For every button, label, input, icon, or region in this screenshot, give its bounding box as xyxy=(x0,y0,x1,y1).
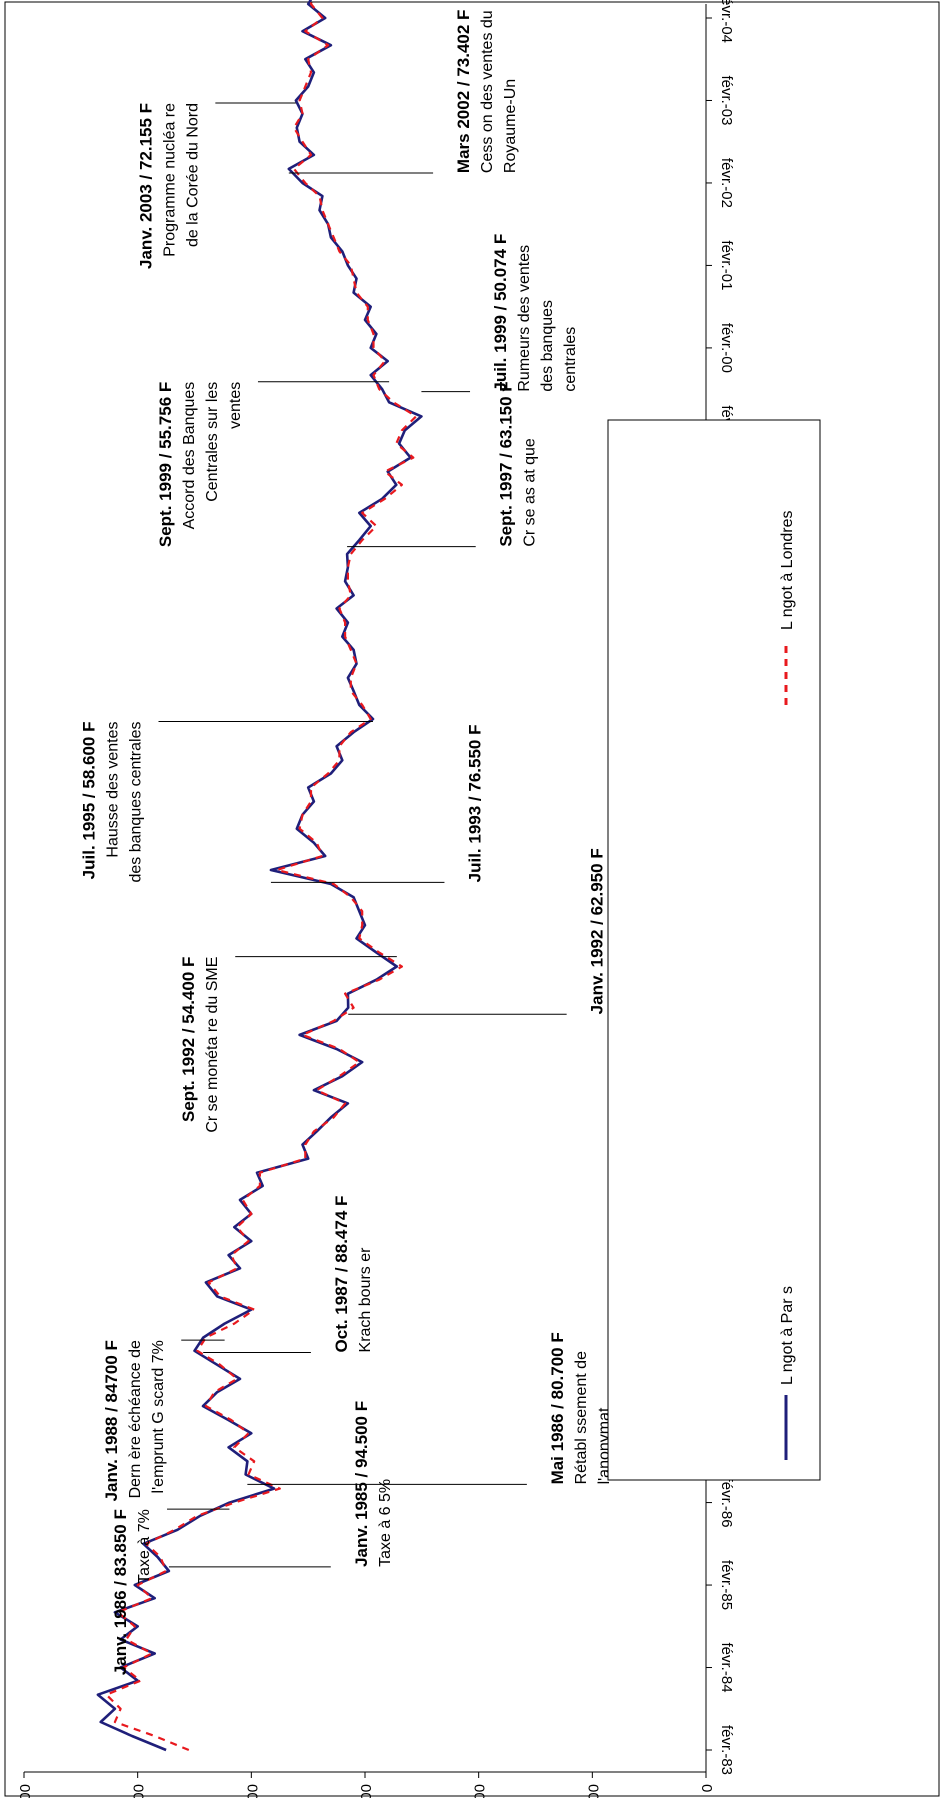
series-line-londres xyxy=(105,0,418,1752)
annotation-text: Programme nucléa re xyxy=(161,103,178,257)
annotation-text: Dern ère échéance de xyxy=(127,1340,144,1498)
annotation-text: Cr se as at que xyxy=(522,438,539,547)
annotation-text: des banques xyxy=(539,300,556,392)
annotation-text: l'emprunt G scard 7% xyxy=(150,1340,167,1493)
annotation-text: des banques centrales xyxy=(128,722,145,883)
annotation: Janv. 1986 / 83.850 F Taxe à 7% xyxy=(111,1508,230,1675)
annotation: Sept. 1999 / 55.756 F Accord des Banques C… xyxy=(156,381,390,547)
legend-label-londres: L ngot à Londres xyxy=(779,511,796,631)
annotation-text: Krach bours er xyxy=(357,1247,374,1353)
annotation-title: Sept. 1992 / 54.400 F xyxy=(179,957,198,1122)
time-tick-label: févr.-86 xyxy=(718,1478,735,1528)
annotation: Janv. 1985 / 94.500 F Taxe à 6 5% xyxy=(168,1401,394,1568)
value-tick-label: 120000 xyxy=(17,1784,34,1798)
annotation: Sept. 1992 / 54.400 F Cr se monéta re du … xyxy=(179,956,397,1133)
annotation: Mars 2002 / 73.402 F Cess on des ventes d… xyxy=(288,10,519,174)
time-tick-label: févr.-83 xyxy=(718,1725,735,1775)
legend-label-paris: L ngot à Par s xyxy=(779,1286,796,1385)
annotation-title: Juil. 1995 / 58.600 F xyxy=(80,722,99,880)
annotation: Sept. 1997 / 63.150 F Cr se as at que xyxy=(347,381,539,548)
annotation: Janv. 1988 / 84700 F Dern ère échéance de… xyxy=(102,1339,225,1501)
annotation-text: Taxe à 6 5% xyxy=(377,1479,394,1567)
annotation-title: Janv. 1985 / 94.500 F xyxy=(352,1401,371,1567)
annotation-title: Janv. 1986 / 83.850 F xyxy=(111,1509,130,1675)
value-tick-label: 0 xyxy=(699,1784,716,1792)
annotation-title: Janv. 1988 / 84700 F xyxy=(102,1340,121,1501)
value-axis-ticks: 0 20000 40000 60000 80000 100000 120000 xyxy=(17,1772,716,1798)
annotation-title: Janv. 2003 / 72.155 F xyxy=(136,103,155,269)
legend: L ngot à Par s L ngot à Londres xyxy=(607,419,821,1481)
annotation-title: Sept. 1997 / 63.150 F xyxy=(497,381,516,546)
annotation-title: Juil. 1999 / 50.074 F xyxy=(491,234,510,392)
annotation-title: Mars 2002 / 73.402 F xyxy=(454,10,473,174)
value-tick-label: 80000 xyxy=(244,1784,261,1798)
annotation-text: Taxe à 7% xyxy=(136,1509,153,1584)
annotation-title: Mai 1986 / 80.700 F xyxy=(548,1332,567,1484)
annotation-title: Juil. 1993 / 76.550 F xyxy=(465,725,484,883)
time-tick-label: févr.-04 xyxy=(718,0,735,43)
annotation: Juil. 1995 / 58.600 F Hausse des ventes de… xyxy=(80,721,373,883)
annotation: Oct. 1987 / 88.474 F Krach bours er xyxy=(203,1196,374,1353)
annotation-text: Cess on des ventes du xyxy=(479,10,496,173)
plot-area: 0 20000 40000 60000 80000 100000 120000 févr.-8… xyxy=(17,0,821,1798)
value-tick-label: 100000 xyxy=(131,1784,148,1798)
annotation: Juil. 1993 / 76.550 F xyxy=(270,725,484,883)
time-tick-label: févr.-03 xyxy=(718,75,735,125)
annotation-text: Cr se monéta re du SME xyxy=(204,957,221,1133)
annotation-text: Accord des Banques xyxy=(181,382,198,530)
annotation-title: Janv. 1992 / 62.950 F xyxy=(588,848,607,1014)
time-tick-label: févr.-00 xyxy=(718,323,735,373)
annotation-text: Royaume-Un xyxy=(502,79,519,173)
annotation-text: Rumeurs des ventes xyxy=(516,245,533,392)
time-tick-label: févr.-01 xyxy=(718,240,735,290)
annotation-text: ventes xyxy=(227,382,244,429)
annotation-text: Centrales sur les xyxy=(204,382,221,502)
legend-box xyxy=(607,419,821,1481)
annotation-text: Rétabl ssement de xyxy=(573,1351,590,1485)
annotation-text: Hausse des ventes xyxy=(105,722,122,858)
value-tick-label: 40000 xyxy=(472,1784,489,1798)
annotation: Janv. 2003 / 72.155 F Programme nucléa re… xyxy=(136,102,296,269)
annotation-title: Sept. 1999 / 55.756 F xyxy=(156,382,175,547)
annotation-title: Oct. 1987 / 88.474 F xyxy=(332,1196,351,1353)
annotations: Janv. 1985 / 94.500 F Taxe à 6 5%Janv. 19… xyxy=(80,10,630,1676)
annotation: Juil. 1999 / 50.074 F Rumeurs des ventes d… xyxy=(421,234,579,393)
annotation-text: centrales xyxy=(562,327,579,392)
value-tick-label: 20000 xyxy=(585,1784,602,1798)
time-tick-label: févr.-84 xyxy=(718,1643,735,1693)
time-tick-label: févr.-02 xyxy=(718,158,735,208)
time-tick-label: févr.-85 xyxy=(718,1560,735,1610)
value-tick-label: 60000 xyxy=(358,1784,375,1798)
annotation-text: de la Corée du Nord xyxy=(184,103,201,247)
